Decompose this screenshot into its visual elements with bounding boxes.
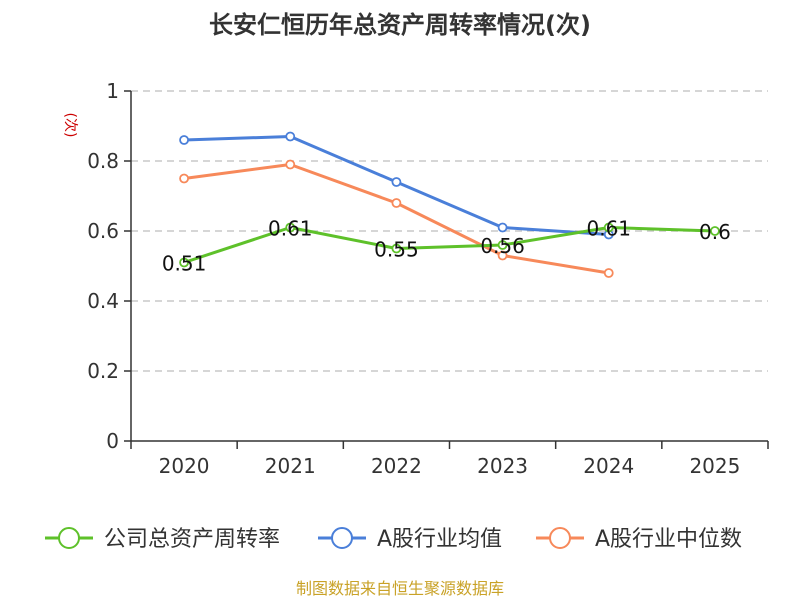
y-tick-label: 1 (106, 79, 119, 103)
gridlines (131, 90, 768, 372)
legend-marker-circle-company (58, 527, 80, 549)
data-point-median (603, 268, 614, 278)
y-tick-label: 0.8 (87, 149, 119, 173)
legend-label-median: A股行业中位数 (595, 527, 742, 552)
y-tick-label: 0.2 (87, 359, 119, 383)
y-axis-unit-label: (次) (62, 113, 78, 138)
data-label: 0.61 (586, 217, 631, 241)
data-labels: 0.51 0.61 0.55 0.56 0.61 0.6 (162, 217, 731, 276)
legend: 公司总资产周转率 A股行业均值 A股行业中位数 (45, 527, 742, 552)
x-tick-label: 2020 (159, 454, 210, 478)
y-tick-label: 0.4 (87, 289, 119, 313)
legend-label-average: A股行业均值 (377, 527, 502, 552)
series-line-company (183, 226, 715, 264)
data-point-median (391, 198, 402, 208)
data-point-company (285, 222, 296, 233)
x-tick-label: 2025 (689, 454, 740, 478)
legend-marker-circle-median (549, 527, 571, 549)
data-point-average (285, 131, 296, 142)
data-point-company (179, 257, 189, 268)
legend-label-company: 公司总资产周转率 (104, 527, 280, 552)
data-point-average (179, 135, 189, 145)
data-label: 0.55 (374, 238, 419, 262)
data-point-company (497, 240, 508, 250)
y-tick-label: 0.6 (87, 219, 119, 243)
x-tick-label: 2022 (371, 454, 422, 478)
data-label: 0.56 (480, 234, 525, 258)
series-lines (179, 131, 720, 278)
data-label: 0.6 (699, 220, 731, 244)
data-point-average (391, 177, 402, 187)
chart-title: 长安仁恒历年总资产周转率情况(次) (209, 11, 591, 39)
data-point-company (603, 222, 614, 233)
x-tick-label: 2021 (265, 454, 316, 478)
data-point-median (285, 159, 296, 170)
data-label: 0.61 (268, 217, 313, 241)
axes: 0 0.2 0.4 0.6 0.8 1 2020 2021 2022 2023 2024 2025 (87, 79, 769, 478)
data-point-company (391, 243, 402, 254)
data-label: 0.51 (162, 252, 207, 276)
data-point-company (710, 226, 720, 236)
data-point-average (497, 222, 508, 233)
data-point-median (497, 250, 508, 261)
source-note: 制图数据来自恒生聚源数据库 (296, 579, 504, 598)
y-tick-label: 0 (106, 429, 119, 453)
data-point-median (179, 173, 189, 184)
legend-marker-circle-average (331, 527, 353, 549)
x-tick-label: 2024 (583, 454, 634, 478)
x-tick-label: 2023 (477, 454, 528, 478)
